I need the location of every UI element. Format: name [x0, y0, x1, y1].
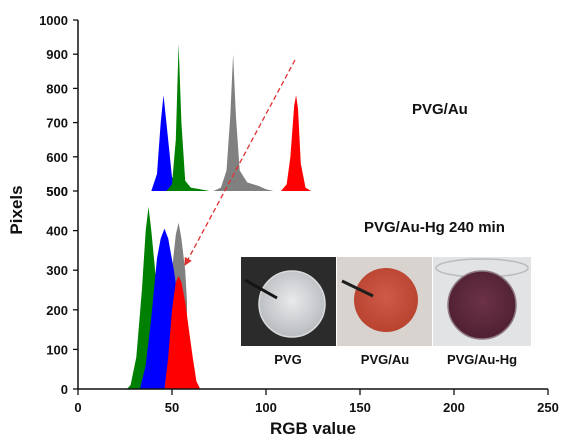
tweezer-icon [341, 279, 374, 298]
y-tick-label: 300 [46, 263, 68, 278]
y-tick-label: 100 [46, 342, 68, 357]
photo-caption-pvg-au-hg: PVG/Au-Hg [447, 352, 517, 367]
y-tick-label: 700 [46, 116, 68, 131]
y-tick-label: 0 [61, 382, 68, 397]
histogram-series [166, 43, 210, 192]
tweezer-icon [244, 278, 278, 300]
x-tick-label: 150 [349, 400, 371, 415]
y-tick-label: 500 [46, 184, 68, 199]
pvg-au-hg-disc [447, 270, 517, 340]
x-tick-label: 200 [443, 400, 465, 415]
y-tick-label: 500 [46, 184, 68, 199]
y-tick-label: 200 [46, 303, 68, 318]
x-tick-label: 50 [165, 400, 179, 415]
pvg-au-disc [354, 268, 418, 332]
x-axis-title: RGB value [270, 419, 356, 438]
histogram-series [213, 54, 274, 192]
photo-caption-pvg: PVG [274, 352, 301, 367]
y-axis-title: Pixels [7, 185, 26, 234]
series-layer [126, 43, 312, 389]
photo-caption-pvg-au: PVG/Au [361, 352, 409, 367]
x-tick-label: 100 [255, 400, 277, 415]
color-shift-arrow [184, 59, 296, 266]
histogram-series [164, 276, 201, 389]
bottom-panel-label: PVG/Au-Hg 240 min [364, 219, 505, 236]
x-tick-label: 250 [537, 400, 559, 415]
pvg-disc [258, 270, 326, 338]
sample-photos: PVG PVG/Au PVG/Au-Hg [241, 257, 531, 367]
histogram-series [281, 95, 312, 191]
y-tick-label: 600 [46, 150, 68, 165]
top-panel-label: PVG/Au [412, 101, 468, 118]
histogram-series [151, 95, 195, 191]
y-tick-label: 800 [46, 81, 68, 96]
y-tick-label: 900 [46, 47, 68, 62]
y-tick-label: 1000 [39, 13, 68, 28]
y-tick-label: 400 [46, 224, 68, 239]
x-tick-label: 0 [74, 400, 81, 415]
